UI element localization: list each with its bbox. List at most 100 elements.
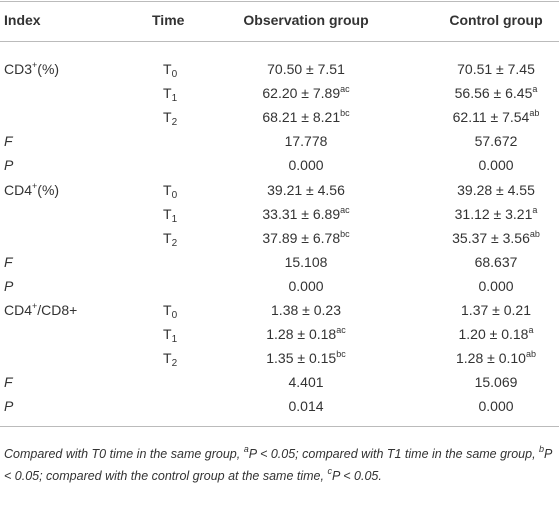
text-run: ab [529, 108, 540, 119]
text-run: 31.12 ± 3.21 [454, 205, 533, 222]
text-run: b [539, 444, 545, 454]
text-run: 70.51 ± 7.45 [457, 61, 535, 77]
text-run: 2 [171, 358, 178, 370]
table-cell: 57.672 [475, 129, 518, 153]
text-run: 68.637 [474, 253, 518, 270]
text-run: a [528, 325, 534, 336]
table-cell: P [4, 394, 13, 418]
table-cell: 39.28 ± 4.55 [457, 178, 535, 202]
text-run: 56.56 ± 6.45 [454, 85, 533, 102]
text-run: 1 [171, 334, 178, 346]
table-cell: F [4, 129, 13, 153]
text-run: 57.672 [474, 133, 518, 150]
table-cell: 62.11 ± 7.54ab [453, 105, 540, 129]
text-run: bc [340, 108, 350, 119]
table-cell: 1.28 ± 0.18ac [266, 322, 345, 346]
header-rule [0, 41, 559, 42]
text-run: 0 [171, 310, 178, 321]
text-run: 4.401 [288, 374, 324, 391]
text-run: 62.11 ± 7.54 [452, 109, 530, 126]
top-rule [0, 1, 559, 2]
text-run: + [32, 60, 38, 70]
table-cell: CD4+/CD8+ [4, 298, 77, 322]
text-run: 1.28 ± 0.10 [456, 350, 526, 367]
table-cell: CD3+(%) [4, 57, 59, 81]
text-run: 0.014 [288, 398, 324, 415]
text-run: T [163, 61, 172, 77]
text-run: 70.50 ± 7.51 [267, 61, 345, 77]
table-cell: 1.20 ± 0.18a [459, 322, 534, 346]
table-cell: 0.000 [478, 274, 513, 298]
table-cell: 33.31 ± 6.89ac [262, 202, 349, 226]
text-run: a [532, 84, 538, 95]
text-run: 68.21 ± 8.21 [262, 109, 341, 126]
table-cell: 0.014 [288, 394, 323, 418]
text-run: 1.35 ± 0.15 [266, 350, 337, 367]
footnote: Compared with T0 time in the same group,… [4, 443, 554, 487]
text-run: CD4 [4, 302, 33, 318]
text-run: ab [529, 228, 540, 239]
table-cell: 31.12 ± 3.21a [455, 202, 538, 226]
header-cell: Control group [449, 12, 543, 28]
text-run: ac [340, 84, 350, 95]
text-run: 1.28 ± 0.18 [266, 326, 337, 343]
table-cell: F [4, 250, 13, 274]
table-cell: 70.50 ± 7.51 [267, 57, 345, 81]
text-run: 0 [171, 69, 178, 80]
text-run: CD4 [4, 181, 33, 198]
text-run: T [163, 350, 172, 367]
text-run: 1 [171, 213, 178, 225]
text-run: P < 0.05; compared with the control grou… [4, 447, 552, 483]
text-run: F [4, 253, 13, 270]
text-run: 2 [171, 237, 178, 249]
text-run: 0.000 [478, 398, 514, 415]
table-cell: T2 [163, 346, 177, 370]
text-run: c [327, 466, 332, 476]
text-run: 1.20 ± 0.18 [458, 326, 529, 343]
text-run: P < 0.05; compared with T1 time in the s… [248, 447, 540, 461]
text-run: CD3 [4, 61, 33, 77]
text-run: (%) [37, 181, 60, 198]
text-run: F [4, 133, 13, 150]
text-run: T [163, 205, 172, 222]
table-cell: 70.51 ± 7.45 [457, 57, 535, 81]
table-cell: 0.000 [478, 394, 513, 418]
text-run: 1.38 ± 0.23 [271, 302, 341, 318]
table-cell: 39.21 ± 4.56 [267, 178, 345, 202]
table-cell: T0 [163, 57, 177, 81]
text-run: P < 0.05. [331, 469, 382, 483]
table-cell: P [4, 153, 13, 177]
text-run: F [4, 374, 13, 391]
text-run: + [32, 180, 38, 191]
table-cell: T1 [163, 202, 177, 226]
table-cell: 1.38 ± 0.23 [271, 298, 341, 322]
text-run: bc [336, 349, 346, 360]
table-cell: 1.37 ± 0.21 [461, 298, 531, 322]
table-cell: 1.28 ± 0.10ab [456, 346, 536, 370]
text-run: 39.28 ± 4.55 [457, 181, 535, 198]
table-cell: P [4, 274, 13, 298]
text-run: P [4, 398, 14, 415]
text-run: 37.89 ± 6.78 [262, 229, 341, 246]
table-cell: 15.108 [285, 250, 328, 274]
table-cell: 1.35 ± 0.15bc [266, 346, 345, 370]
text-run: 33.31 ± 6.89 [262, 205, 341, 222]
header-cell: Time [152, 12, 185, 28]
table-cell: 0.000 [288, 153, 323, 177]
text-run: 0.000 [288, 157, 324, 174]
text-run: /CD8+ [37, 302, 78, 318]
table-cell: 0.000 [288, 274, 323, 298]
text-run: 2 [171, 117, 178, 129]
text-run: 15.069 [474, 374, 518, 391]
table-cell: T1 [163, 81, 177, 105]
text-run: ac [336, 325, 346, 336]
text-run: 39.21 ± 4.56 [267, 181, 345, 198]
text-run: 0.000 [288, 277, 324, 294]
table-cell: 68.637 [475, 250, 518, 274]
text-run: 1.37 ± 0.21 [461, 302, 531, 318]
text-run: a [243, 444, 249, 454]
text-run: ab [525, 349, 536, 360]
table-cell: 56.56 ± 6.45a [455, 81, 538, 105]
text-run: T [163, 302, 172, 318]
